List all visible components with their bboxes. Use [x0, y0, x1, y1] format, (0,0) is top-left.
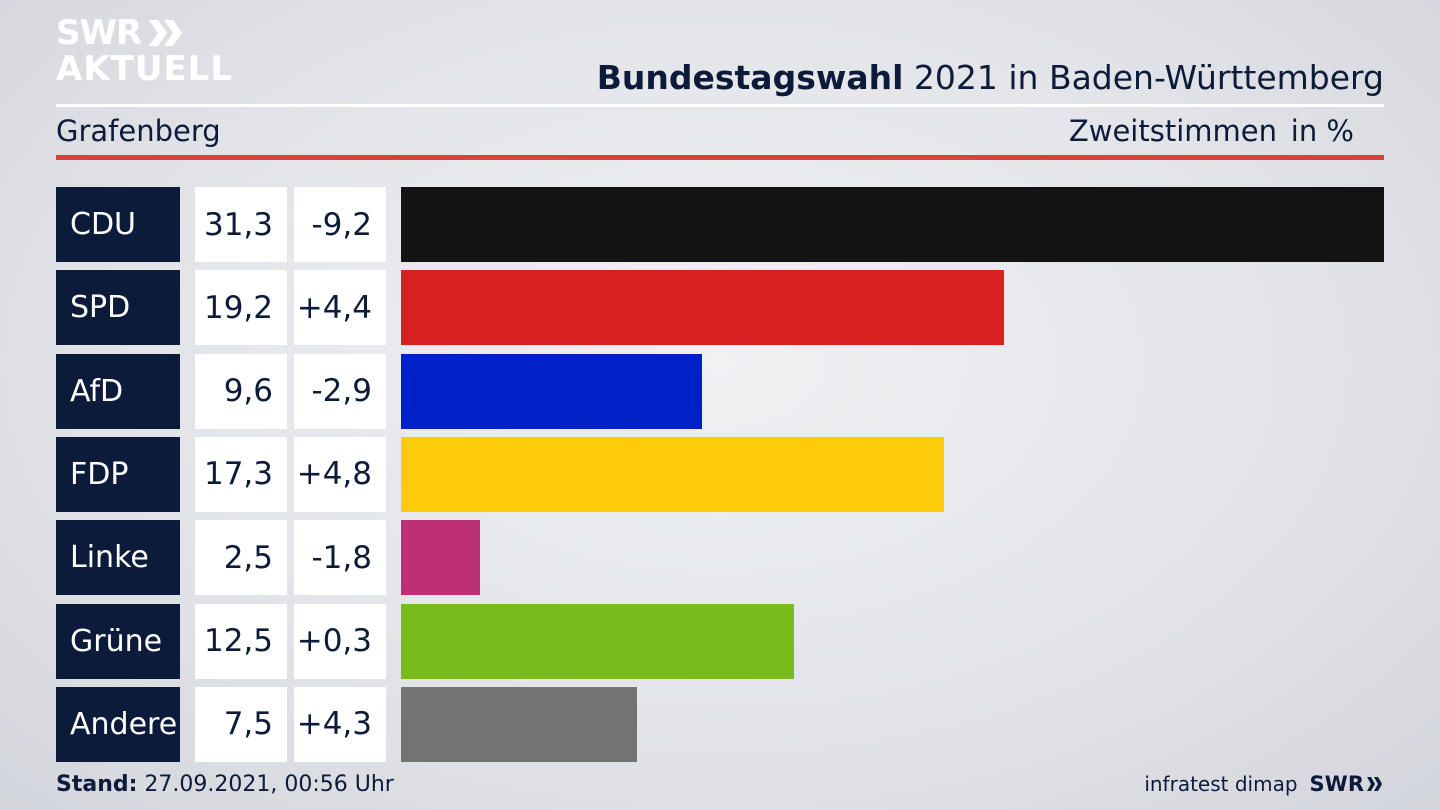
- value-label: 31,3: [195, 187, 287, 262]
- bar: [401, 520, 480, 596]
- logo-aktuell-text: AKTUELL: [56, 49, 234, 89]
- diff-label: +4,8: [294, 436, 386, 512]
- accent-divider: [56, 155, 1384, 160]
- bar-row: FDP 17,3 +4,8: [56, 436, 1384, 512]
- diff-label: +4,3: [294, 686, 386, 762]
- bar-row: AfD 9,6 -2,9: [56, 353, 1384, 429]
- logo-swr-text: SWR: [56, 13, 142, 53]
- diff-label: -1,8: [294, 520, 386, 596]
- stand-value: 27.09.2021, 00:56 Uhr: [137, 772, 394, 797]
- party-label: AfD: [56, 353, 180, 429]
- stand-label: Stand:: [56, 772, 138, 797]
- value-label: 2,5: [195, 520, 287, 596]
- value-label: 7,5: [195, 686, 287, 762]
- bar-row: Andere 7,5 +4,3: [56, 686, 1384, 762]
- bar-row: CDU 31,3 -9,2: [56, 187, 1384, 262]
- header-divider: [56, 104, 1384, 107]
- bar: [401, 187, 1384, 262]
- bar-row: SPD 19,2 +4,4: [56, 270, 1384, 346]
- unit-label: in %: [1290, 114, 1354, 148]
- value-label: 17,3: [195, 436, 287, 512]
- bar: [401, 270, 1004, 346]
- value-label: 9,6: [195, 353, 287, 429]
- diff-label: -2,9: [294, 353, 386, 429]
- party-label: CDU: [56, 187, 180, 262]
- diff-label: +0,3: [294, 603, 386, 679]
- diff-label: -9,2: [294, 187, 386, 262]
- region-name: Grafenberg: [56, 114, 221, 148]
- swr-brand: SWR: [1310, 772, 1384, 796]
- bar: [401, 603, 794, 679]
- title-rest: 2021 in Baden-Württemberg: [903, 58, 1384, 97]
- party-label: SPD: [56, 270, 180, 346]
- chart-title: Bundestagswahl 2021 in Baden-Württemberg: [597, 58, 1384, 97]
- party-label: Linke: [56, 520, 180, 596]
- vote-type-label: Zweitstimmen: [1068, 114, 1277, 148]
- bar-row: Linke 2,5 -1,8: [56, 520, 1384, 596]
- timestamp: Stand: 27.09.2021, 00:56 Uhr: [56, 772, 394, 797]
- title-bold: Bundestagswahl: [596, 58, 904, 97]
- double-chevron-icon: [149, 20, 183, 46]
- party-label: Andere: [56, 686, 180, 762]
- party-label: FDP: [56, 436, 180, 512]
- source-label: infratest dimap: [1144, 772, 1298, 796]
- bar: [401, 436, 944, 512]
- swr-aktuell-logo: SWR AKTUELL: [56, 16, 233, 86]
- party-label: Grüne: [56, 603, 180, 679]
- bar-row: Grüne 12,5 +0,3: [56, 603, 1384, 679]
- double-chevron-icon: [1367, 777, 1382, 791]
- source-credit: infratest dimap SWR: [1144, 772, 1384, 796]
- bar: [401, 353, 702, 429]
- bar: [401, 686, 637, 762]
- diff-label: +4,4: [294, 270, 386, 346]
- swr-brand-text: SWR: [1309, 772, 1364, 796]
- value-label: 19,2: [195, 270, 287, 346]
- value-label: 12,5: [195, 603, 287, 679]
